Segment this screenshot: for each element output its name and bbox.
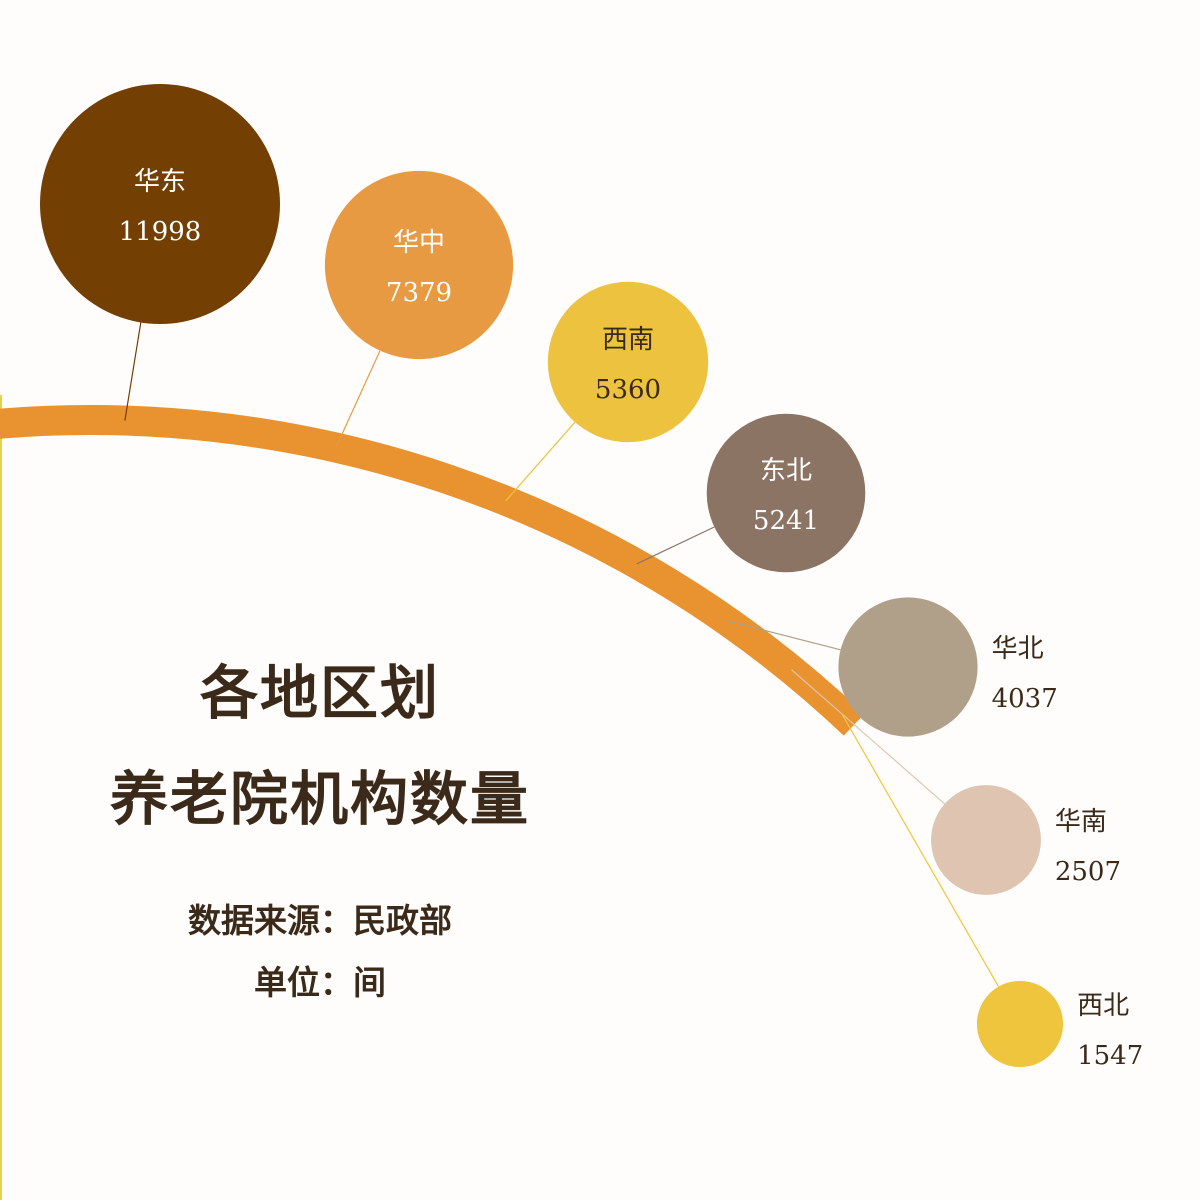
bubble-value-label: 1547 [1077, 1041, 1143, 1071]
bubble-region-label: 西北 [1077, 991, 1129, 1021]
bubble-value-label: 7379 [386, 278, 452, 308]
connector-line [636, 526, 715, 565]
chart-title-line-2: 养老院机构数量 [109, 765, 530, 833]
bubble-value-label: 11998 [119, 217, 202, 247]
connector-line [791, 669, 946, 805]
connector-line [840, 712, 1000, 987]
bubble-region-label: 华中 [393, 228, 445, 258]
bubble [976, 980, 1064, 1068]
bubble-region-label: 东北 [760, 456, 812, 486]
title-block: 各地区划 养老院机构数量 数据来源：民政部 单位：间 [60, 640, 580, 1014]
bubble-value-label: 5241 [753, 506, 819, 536]
bubble [547, 281, 709, 443]
bubble-region-label: 华东 [134, 167, 186, 197]
source-value: 民政部 [353, 901, 452, 940]
bubble-region-label: 华北 [992, 634, 1044, 664]
unit-label: 单位： [254, 963, 353, 1002]
bubble [838, 597, 978, 737]
connector-line [124, 322, 142, 421]
bubble [706, 413, 866, 573]
bubble [40, 84, 280, 324]
bubble [931, 785, 1041, 895]
unit-value: 间 [353, 963, 386, 1002]
chart-title-line-1: 各地区划 [199, 659, 440, 727]
source-line: 数据来源：民政部 [60, 890, 580, 952]
source-label: 数据来源： [188, 901, 353, 940]
bubble-value-label: 2507 [1055, 857, 1121, 887]
bubble-region-label: 西南 [602, 325, 654, 355]
bubble [324, 170, 514, 360]
connector-line [505, 421, 576, 502]
unit-line: 单位：间 [60, 952, 580, 1014]
bubble-value-label: 4037 [992, 684, 1058, 714]
connector-line [726, 620, 841, 651]
connector-line [335, 350, 381, 448]
bubble-region-label: 华南 [1055, 807, 1107, 837]
arc-band [0, 405, 865, 736]
bubble-value-label: 5360 [595, 375, 661, 405]
